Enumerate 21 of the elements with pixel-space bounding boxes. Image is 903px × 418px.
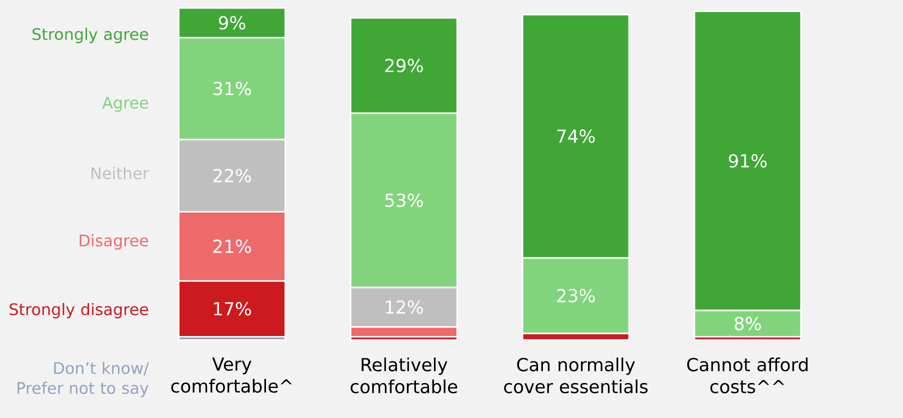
x-tick-label: Cannot afford costs^^: [687, 358, 808, 394]
data-label: 23%: [557, 288, 595, 302]
data-label: 17%: [214, 302, 251, 316]
series-label: Agree: [102, 96, 148, 112]
data-label: 12%: [386, 300, 423, 314]
x-tick-label: Can normally cover essentials: [504, 358, 648, 394]
text: Don’t know/ Prefer not to say: [18, 362, 149, 398]
data-label: 53%: [385, 194, 423, 208]
data-label: 74%: [557, 129, 595, 143]
data-label: 91%: [728, 154, 767, 168]
data-label: 31%: [213, 82, 251, 96]
data-label: 29%: [385, 58, 423, 72]
series-label: Strongly disagree: [10, 302, 148, 318]
data-label: 9%: [218, 16, 246, 30]
series-label: Disagree: [80, 234, 148, 250]
data-label: 8%: [734, 316, 761, 330]
data-label: 22%: [213, 168, 251, 182]
x-tick-label: Relatively comfortable: [350, 358, 458, 394]
data-label: 21%: [213, 240, 251, 254]
series-label: Strongly agree: [32, 28, 148, 44]
x-tick-label: Very comfortable^: [171, 358, 292, 393]
